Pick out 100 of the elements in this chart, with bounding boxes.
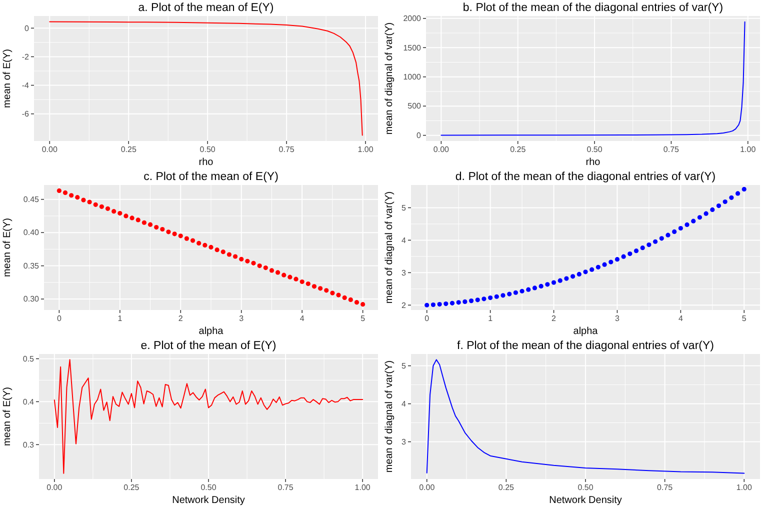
- point: [520, 288, 524, 294]
- point: [494, 294, 499, 299]
- x-axis-title: alpha: [573, 326, 598, 337]
- point: [62, 190, 68, 196]
- point: [704, 211, 708, 216]
- x-tick-label: 1: [488, 314, 494, 323]
- point: [178, 234, 183, 238]
- point: [348, 297, 353, 302]
- point: [722, 199, 728, 204]
- point: [640, 246, 645, 250]
- point: [202, 242, 208, 248]
- y-tick-label: 0.4: [22, 397, 35, 406]
- point: [172, 232, 177, 236]
- x-tick-label: 0.25: [120, 145, 137, 154]
- point: [282, 272, 286, 278]
- point: [646, 242, 652, 248]
- x-tick-label: 0: [424, 314, 430, 323]
- y-tick-label: 0.30: [23, 294, 40, 304]
- point: [551, 280, 556, 285]
- y-axis-title: mean of E(Y): [2, 218, 13, 277]
- y-tick-label: 2000: [403, 14, 422, 24]
- point: [312, 284, 317, 289]
- point: [545, 282, 550, 287]
- chart-title: d. Plot of the mean of the diagonal entries of var(Y): [455, 171, 716, 183]
- y-tick-label: 3: [402, 437, 407, 446]
- point: [184, 236, 190, 241]
- y-tick-label: 4: [402, 236, 407, 245]
- y-tick-label: 3: [402, 268, 407, 278]
- y-axis-title: mean of E(Y): [2, 49, 13, 108]
- y-tick-label: 0.5: [22, 354, 35, 364]
- point: [226, 252, 232, 257]
- x-tick-label: 0.75: [278, 483, 294, 492]
- point: [507, 292, 512, 296]
- x-tick-label: 0.50: [586, 145, 603, 154]
- point: [456, 300, 461, 305]
- point: [678, 226, 683, 231]
- point: [532, 286, 538, 290]
- x-tick-label: 2: [178, 314, 184, 323]
- x-tick-label: 5: [742, 314, 747, 323]
- point: [596, 264, 600, 270]
- y-tick-label: 0.3: [22, 440, 35, 450]
- point: [729, 195, 734, 200]
- x-tick-label: 0.50: [578, 483, 594, 492]
- point: [324, 288, 329, 293]
- y-tick-label: 0.45: [23, 194, 40, 204]
- point: [583, 270, 588, 274]
- point: [208, 244, 214, 250]
- y-tick-label: 5: [402, 203, 407, 212]
- point: [220, 250, 226, 254]
- y-tick-label: 500: [408, 102, 422, 111]
- x-tick-label: 2: [552, 314, 557, 323]
- point: [269, 268, 274, 273]
- point: [105, 206, 110, 211]
- point: [69, 193, 74, 198]
- y-tick-label: -2: [22, 52, 30, 62]
- x-axis-title: alpha: [198, 326, 224, 337]
- point: [142, 220, 146, 225]
- point: [232, 254, 238, 259]
- y-axis-title: mean of E(Y): [2, 387, 13, 446]
- point: [87, 200, 92, 204]
- chart-title: f. Plot of the mean of the diagonal entries of var(Y): [457, 340, 714, 352]
- point: [659, 236, 664, 241]
- x-tick-label: 0.00: [419, 483, 436, 492]
- point: [166, 230, 171, 234]
- y-tick-label: 2: [402, 300, 407, 310]
- y-axis-title: mean of diagnal of var(Y): [384, 360, 395, 473]
- point: [666, 232, 670, 238]
- point: [118, 211, 122, 216]
- point: [716, 203, 722, 208]
- point: [81, 198, 86, 202]
- y-tick-label: 0.40: [23, 228, 40, 238]
- x-axis-title: Network Density: [172, 495, 245, 506]
- y-tick-label: -6: [22, 109, 30, 118]
- point: [488, 295, 493, 300]
- point: [160, 226, 165, 232]
- y-tick-label: 0: [416, 130, 422, 140]
- point: [263, 266, 268, 270]
- point: [342, 295, 347, 300]
- point: [482, 296, 486, 302]
- point: [148, 222, 153, 227]
- chart-title: a. Plot of the mean of E(Y): [138, 2, 274, 14]
- y-axis-title: mean of diagnal of var(Y): [384, 22, 395, 135]
- point: [444, 301, 448, 306]
- point: [306, 281, 310, 286]
- point: [294, 276, 298, 282]
- point: [590, 267, 594, 272]
- point: [276, 270, 280, 275]
- x-tick-label: 0.25: [498, 483, 515, 492]
- x-tick-label: 1.00: [736, 483, 752, 492]
- x-tick-label: 0.75: [278, 145, 295, 154]
- point: [602, 262, 607, 267]
- line-series: [440, 21, 746, 136]
- point: [608, 260, 614, 264]
- point: [653, 239, 658, 244]
- point: [634, 248, 639, 254]
- point: [75, 195, 80, 200]
- y-tick-label: 0: [24, 24, 30, 33]
- point: [354, 300, 360, 305]
- x-tick-label: 0.75: [663, 145, 680, 154]
- point: [684, 222, 690, 228]
